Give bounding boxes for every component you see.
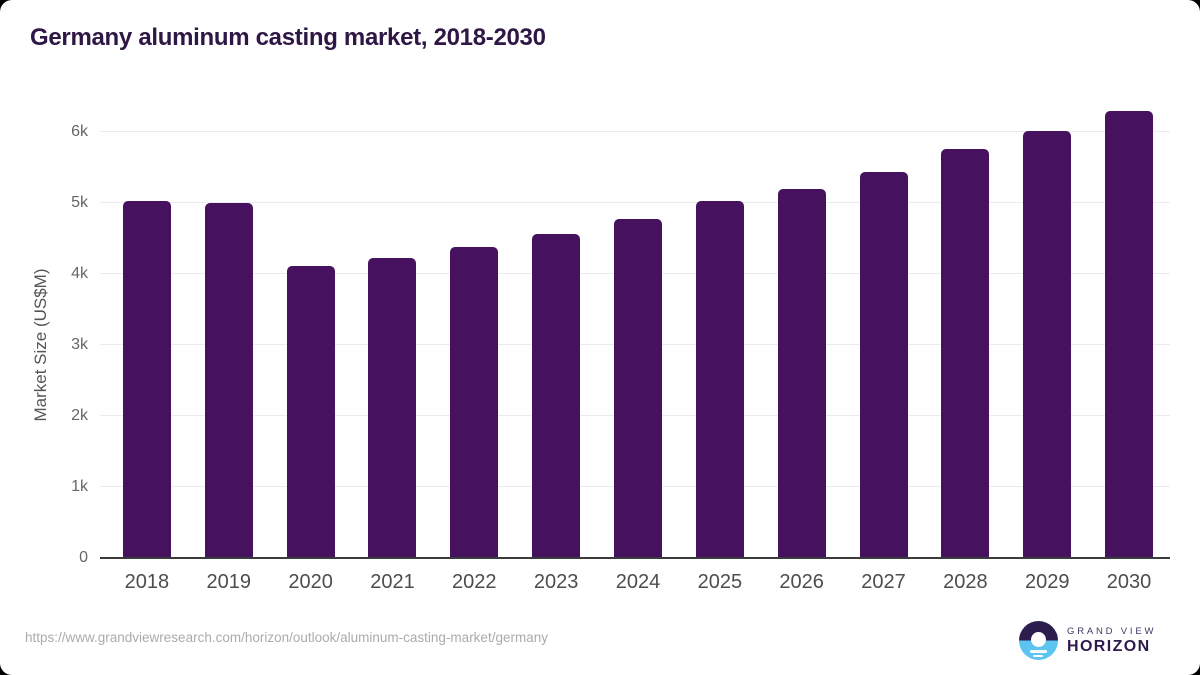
plot-area [100,90,1170,559]
bar-slot-2030 [1088,90,1170,558]
bar-slot-2026 [761,90,843,558]
bar-2025[interactable] [695,200,744,558]
bar-2028[interactable] [941,149,990,558]
y-tick-label: 5k [71,194,88,211]
grand-view-horizon-logo: GRAND VIEW HORIZON [1019,621,1156,660]
y-tick-label: 4k [71,265,88,282]
bar-2018[interactable] [122,200,171,558]
bar-slot-2025 [679,90,761,558]
bar-2022[interactable] [450,247,499,558]
bar-2024[interactable] [613,218,662,558]
x-tick-label: 2027 [861,571,906,593]
bar-slot-2020 [270,90,352,558]
x-tick-label: 2025 [697,571,743,593]
bar-2020[interactable] [286,266,335,558]
bar-slot-2021 [352,90,434,558]
x-tick-label: 2023 [533,571,579,593]
bar-slot-2027 [843,90,925,558]
x-tick-label: 2022 [452,571,497,593]
chart-title: Germany aluminum casting market, 2018-20… [30,24,546,51]
x-tick-label: 2020 [288,571,333,593]
bar-slot-2023 [515,90,597,558]
logo-product-name: HORIZON [1067,637,1151,655]
x-tick-label: 2028 [943,571,988,593]
x-axis-line [100,557,1170,559]
logo-brand-name: GRAND VIEW [1067,625,1157,637]
y-axis-ticks: 0 1k 2k 3k 4k 5k 6k [0,90,88,566]
bar-2023[interactable] [532,234,581,558]
sun-over-horizon-icon [1019,621,1058,660]
x-tick-label: 2024 [615,571,661,593]
x-tick-label: 2019 [206,571,252,593]
bar-slot-2024 [597,90,679,558]
logo-text: GRAND VIEW HORIZON [1067,626,1156,656]
x-tick-label: 2026 [779,571,824,593]
bar-slot-2028 [924,90,1006,558]
source-url: https://www.grandviewresearch.com/horizo… [25,630,548,645]
bar-slot-2029 [1006,90,1088,558]
x-tick-label: 2029 [1024,571,1070,593]
bar-2029[interactable] [1023,131,1072,558]
x-axis-labels: 2018 2019 2020 2021 2022 2023 2024 2025 2026 2027… [106,568,1170,596]
y-tick-label: 1k [71,478,88,495]
y-tick-label: 6k [71,123,88,140]
bar-2030[interactable] [1105,110,1154,558]
y-tick-label: 0 [79,549,88,566]
bar-2026[interactable] [777,188,826,558]
bars-row [106,90,1170,558]
gridline [100,131,1170,132]
y-tick-label: 2k [71,407,88,424]
sun-reflection-line [1033,655,1043,657]
y-tick-label: 3k [71,336,88,353]
x-tick-label: 2021 [370,571,415,593]
bar-slot-2018 [106,90,188,558]
bar-2027[interactable] [859,172,908,558]
bar-slot-2022 [433,90,515,558]
sun-reflection-line [1030,650,1047,653]
x-tick-label: 2030 [1106,571,1152,593]
bar-slot-2019 [188,90,270,558]
sun-icon [1031,632,1046,647]
x-tick-label: 2018 [124,571,170,593]
gridline [100,202,1170,203]
bar-2021[interactable] [368,257,417,558]
bar-2019[interactable] [204,203,253,558]
